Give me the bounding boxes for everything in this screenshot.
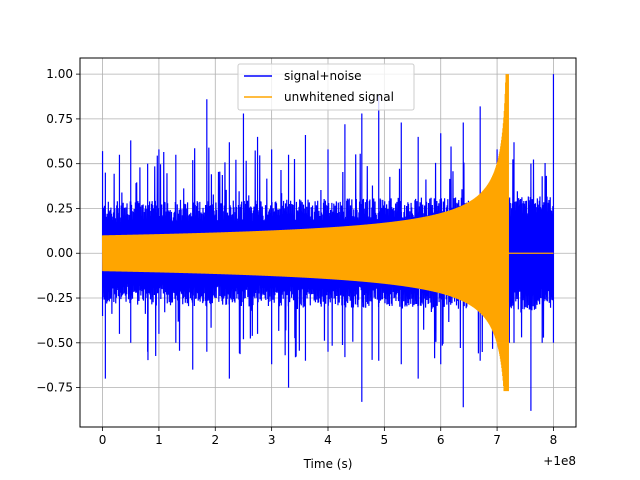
series-line-unwhitened-signal xyxy=(101,74,554,392)
y-tick-label: 0.00 xyxy=(46,246,73,260)
x-tick-label: 5 xyxy=(381,433,389,447)
x-tick-label: 8 xyxy=(550,433,558,447)
x-axis-ticks: 0 1 2 3 4 5 6 7 8 xyxy=(99,427,558,447)
y-tick-label: −0.25 xyxy=(36,291,73,305)
plot-area xyxy=(101,74,555,411)
y-tick-label: 0.75 xyxy=(46,112,73,126)
x-tick-label: 3 xyxy=(268,433,276,447)
legend-label-signal-noise: signal+noise xyxy=(284,69,361,83)
y-tick-label: −0.50 xyxy=(36,336,73,350)
legend-label-unwhitened-signal: unwhitened signal xyxy=(284,90,394,104)
x-tick-label: 2 xyxy=(211,433,219,447)
x-tick-label: 0 xyxy=(99,433,107,447)
y-tick-label: 0.50 xyxy=(46,157,73,171)
x-tick-label: 6 xyxy=(437,433,445,447)
legend: signal+noise unwhitened signal xyxy=(237,63,415,111)
y-tick-label: 0.25 xyxy=(46,201,73,215)
x-tick-label: 7 xyxy=(493,433,501,447)
legend-box xyxy=(237,63,415,111)
y-tick-label: 1.00 xyxy=(46,67,73,81)
x-axis-offset-label: +1e8 xyxy=(543,454,576,468)
x-axis-label: Time (s) xyxy=(303,457,353,471)
x-tick-label: 1 xyxy=(155,433,163,447)
x-tick-label: 4 xyxy=(324,433,332,447)
y-axis-ticks: −0.75 −0.50 −0.25 0.00 0.25 0.50 0.75 1.00 xyxy=(36,67,80,395)
y-tick-label: −0.75 xyxy=(36,381,73,395)
series-line-signal-noise xyxy=(101,74,555,411)
